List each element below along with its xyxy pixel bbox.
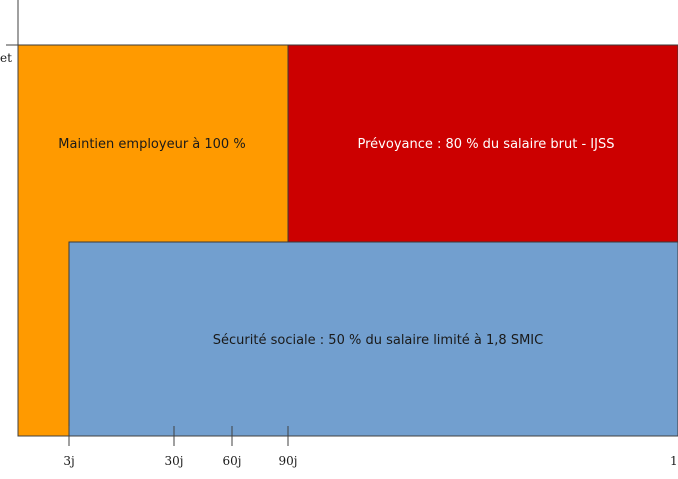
securite-sociale-block bbox=[68, 241, 678, 437]
employer-label: Maintien employeur à 100 % bbox=[58, 137, 245, 152]
x-tick-label-60j: 60j bbox=[223, 454, 242, 468]
prevoyance-block bbox=[287, 44, 678, 243]
securite-sociale-label: Sécurité sociale : 50 % du salaire limit… bbox=[213, 333, 543, 348]
y-axis-label: et bbox=[0, 51, 12, 65]
x-tick-label-3j: 3j bbox=[63, 454, 74, 468]
prevoyance-label: Prévoyance : 80 % du salaire brut - IJSS bbox=[358, 137, 615, 152]
x-tick-label-90j: 90j bbox=[279, 454, 298, 468]
x-tick-label-end: 1 bbox=[670, 454, 678, 468]
x-tick-label-30j: 30j bbox=[165, 454, 184, 468]
